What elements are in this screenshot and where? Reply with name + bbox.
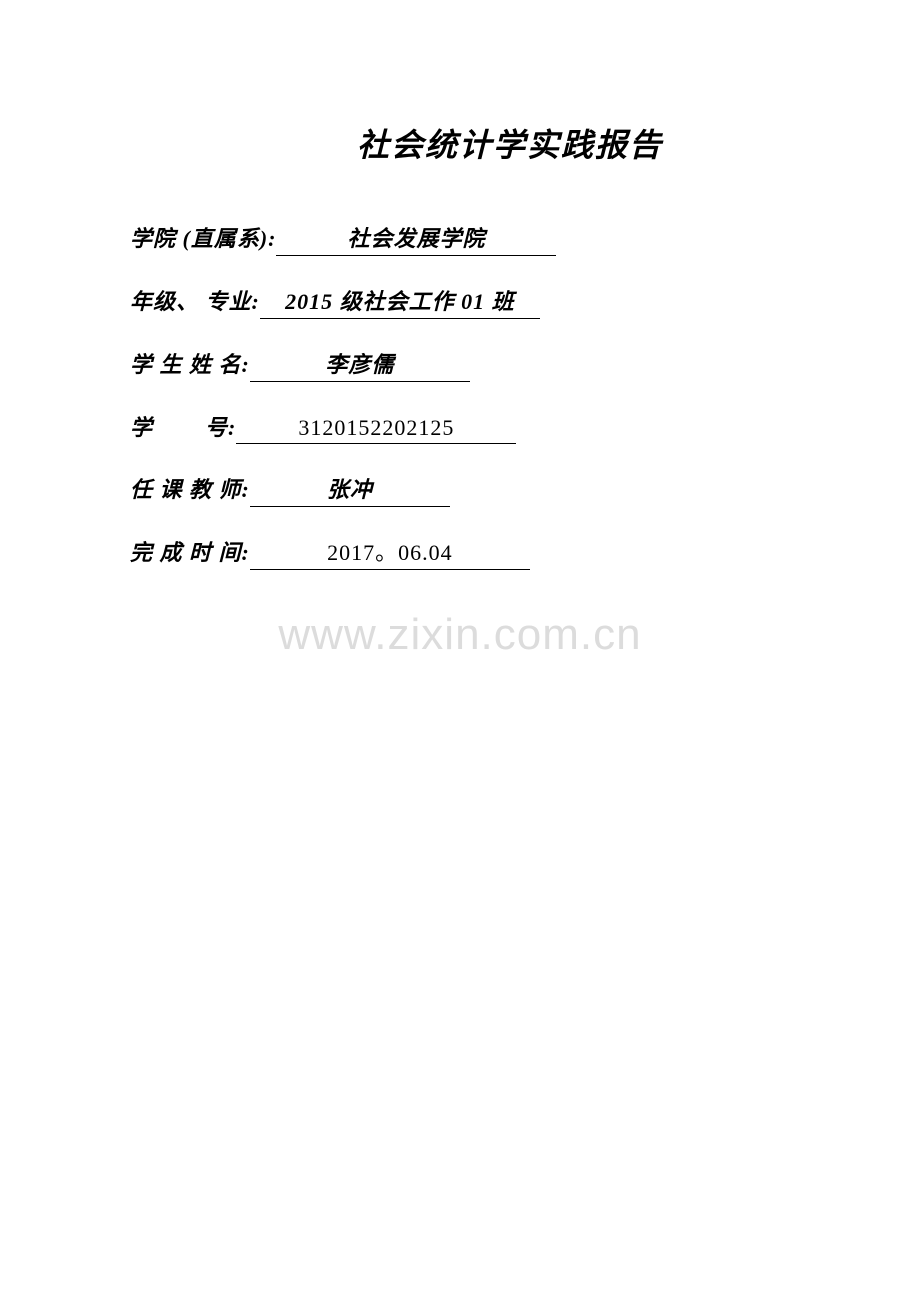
college-underline: 社会发展学院 — [276, 221, 556, 256]
student-name-underline: 李彦儒 — [250, 347, 470, 382]
completion-date-label: 完 成 时 间: — [130, 535, 250, 567]
field-completion-date: 完 成 时 间: 2017。06.04 — [130, 535, 790, 570]
college-value: 社会发展学院 — [347, 226, 485, 251]
document-content: 社会统计学实践报告 学院 (直属系): 社会发展学院 年级、 专业: 2015 … — [0, 0, 920, 570]
document-title: 社会统计学实践报告 — [130, 120, 790, 166]
college-label: 学院 (直属系): — [130, 221, 276, 253]
instructor-label: 任 课 教 师: — [130, 472, 250, 504]
grade-major-value: 2015 级社会工作 01 班 — [285, 289, 515, 314]
completion-date-value: 2017。06.04 — [327, 540, 453, 565]
student-id-value: 3120152202125 — [298, 415, 454, 440]
watermark-text: www.zixin.com.cn — [278, 610, 641, 660]
grade-major-underline: 2015 级社会工作 01 班 — [260, 284, 540, 319]
completion-date-underline: 2017。06.04 — [250, 535, 530, 570]
field-instructor: 任 课 教 师: 张冲 — [130, 472, 790, 507]
instructor-underline: 张冲 — [250, 472, 450, 507]
student-name-value: 李彦儒 — [325, 352, 394, 377]
field-grade-major: 年级、 专业: 2015 级社会工作 01 班 — [130, 284, 790, 319]
field-student-id: 学 号: 3120152202125 — [130, 410, 790, 444]
field-college: 学院 (直属系): 社会发展学院 — [130, 221, 790, 256]
student-id-label: 学 号: — [130, 410, 236, 442]
student-name-label: 学 生 姓 名: — [130, 347, 250, 379]
field-student-name: 学 生 姓 名: 李彦儒 — [130, 347, 790, 382]
grade-major-label: 年级、 专业: — [130, 284, 260, 316]
instructor-value: 张冲 — [327, 477, 373, 502]
student-id-underline: 3120152202125 — [236, 415, 516, 444]
